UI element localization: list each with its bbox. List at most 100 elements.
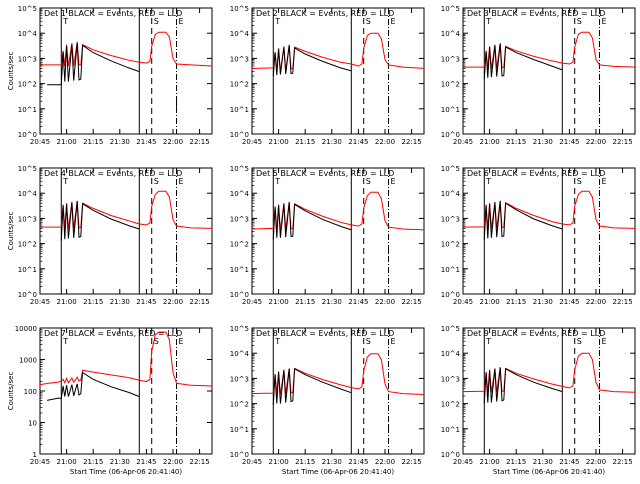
y-axis-label: Counts/sec (7, 52, 15, 91)
marker-label: T (62, 17, 68, 26)
y-tick-label: 10^0 (441, 131, 460, 139)
y-tick-label: 10^1 (18, 106, 37, 114)
plot-frame (251, 327, 425, 455)
marker-label: T (485, 177, 491, 186)
marker-label: E (602, 337, 607, 346)
events-series-line (272, 202, 352, 240)
plot-frame (462, 7, 636, 135)
x-tick-label: 21:30 (533, 138, 553, 146)
events-series-line (47, 371, 140, 401)
x-tick-label: 20:45 (453, 298, 473, 306)
x-tick-label: 21:00 (269, 138, 289, 146)
marker-label: T (485, 17, 491, 26)
events-series-line (60, 201, 140, 241)
x-tick-label: 21:30 (110, 458, 130, 466)
y-tick-label: 10^2 (18, 241, 37, 249)
x-tick-label: 22:15 (189, 458, 209, 466)
marker-label: S (154, 17, 159, 26)
y-tick-label: 10^0 (18, 131, 37, 139)
plot-frame (251, 167, 425, 295)
y-tick-label: 10^1 (441, 426, 460, 434)
y-tick-label: 1000 (19, 357, 37, 365)
marker-label: S (154, 337, 159, 346)
x-tick-label: 22:00 (375, 138, 395, 146)
x-tick-label: 22:00 (586, 298, 606, 306)
panel-title: Det 6 BLACK = Events, RED = LLD (467, 169, 605, 178)
x-tick-label: 21:45 (136, 458, 156, 466)
y-tick-label: 10^0 (441, 451, 460, 459)
y-tick-label: 10^5 (230, 5, 249, 13)
marker-label: S (577, 337, 582, 346)
x-tick-label: 21:15 (83, 298, 103, 306)
x-tick-label: 21:00 (57, 298, 77, 306)
panel-title: Det 4 BLACK = Events, RED = LLD (44, 169, 182, 178)
y-tick-label: 10^5 (230, 165, 249, 173)
events-series-line (272, 45, 352, 77)
x-tick-label: 20:45 (30, 298, 50, 306)
x-tick-label: 21:30 (322, 298, 342, 306)
x-tick-label: 20:45 (242, 298, 262, 306)
marker-label: T (274, 177, 280, 186)
x-tick-label: 20:45 (453, 138, 473, 146)
x-tick-label: 21:00 (57, 138, 77, 146)
plot-frame (251, 7, 425, 135)
y-tick-label: 10^3 (441, 55, 460, 63)
y-tick-label: 10^0 (230, 451, 249, 459)
y-tick-label: 10^4 (18, 190, 38, 198)
y-tick-label: 10^1 (441, 266, 460, 274)
marker-label: E (179, 337, 184, 346)
detector-panel-3: Det 3 BLACK = Events, RED = LLD 10^0 10^1 1… (441, 5, 636, 146)
y-tick-label: 10^4 (230, 350, 250, 358)
x-tick-label: 22:15 (401, 298, 421, 306)
y-tick-label: 10^1 (230, 426, 249, 434)
x-tick-label: 21:45 (559, 138, 579, 146)
marker-label: T (274, 337, 280, 346)
x-tick-label: 21:30 (322, 458, 342, 466)
marker-label: S (366, 177, 371, 186)
y-tick-label: 10^5 (441, 5, 460, 13)
y-tick-label: 10^2 (230, 241, 249, 249)
x-tick-label: 21:45 (559, 298, 579, 306)
x-tick-label: 22:00 (163, 138, 183, 146)
x-tick-label: 20:45 (453, 458, 473, 466)
x-tick-label: 20:45 (242, 138, 262, 146)
x-tick-label: 21:30 (110, 298, 130, 306)
x-tick-label: 22:15 (401, 458, 421, 466)
y-tick-label: 10^1 (230, 266, 249, 274)
marker-label: E (391, 337, 396, 346)
x-tick-label: 21:15 (295, 298, 315, 306)
x-tick-label: 20:45 (30, 458, 50, 466)
panel-title: Det 2 BLACK = Events, RED = LLD (256, 9, 394, 18)
x-tick-label: 22:00 (586, 138, 606, 146)
plot-frame (462, 327, 636, 455)
y-tick-label: 10^3 (441, 375, 460, 383)
x-tick-label: 21:45 (348, 138, 368, 146)
y-tick-label: 1 (33, 451, 37, 459)
x-tick-label: 21:15 (295, 138, 315, 146)
x-tick-label: 22:15 (401, 138, 421, 146)
panel-title: Det 8 BLACK = Events, RED = LLD (256, 329, 394, 338)
x-tick-label: 21:15 (506, 458, 526, 466)
marker-label: E (602, 17, 607, 26)
y-tick-label: 100 (24, 388, 37, 396)
marker-label: T (485, 337, 491, 346)
x-tick-label: 22:15 (612, 458, 632, 466)
y-tick-label: 10^0 (441, 291, 460, 299)
x-tick-label: 22:00 (163, 458, 183, 466)
x-tick-label: 21:30 (110, 138, 130, 146)
x-axis-label: Start Time (06-Apr-06 20:41:40) (493, 468, 605, 476)
x-tick-label: 20:45 (30, 138, 50, 146)
y-tick-label: 10^3 (230, 375, 249, 383)
panel-title: Det 9 BLACK = Events, RED = LLD (467, 329, 605, 338)
x-tick-label: 21:30 (322, 138, 342, 146)
events-series-line (272, 367, 352, 405)
x-tick-label: 22:00 (375, 458, 395, 466)
x-tick-label: 21:45 (348, 298, 368, 306)
detector-panel-5: Det 5 BLACK = Events, RED = LLD 10^0 10^1 1… (230, 165, 425, 306)
y-tick-label: 10^5 (441, 325, 460, 333)
marker-label: T (274, 17, 280, 26)
marker-label: E (179, 17, 184, 26)
panel-title: Det 1 BLACK = Events, RED = LLD (44, 9, 182, 18)
